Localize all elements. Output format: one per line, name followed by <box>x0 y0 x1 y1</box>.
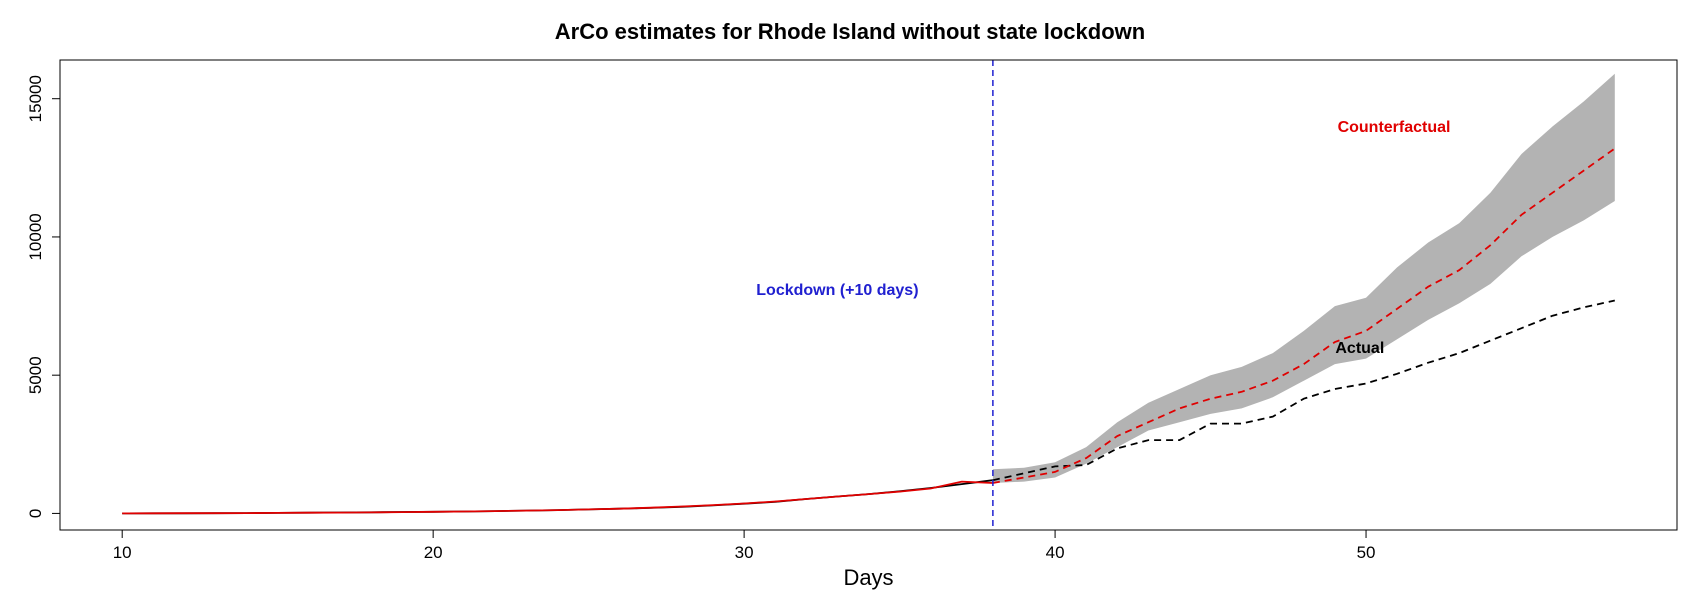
annotation-layer: Lockdown (+10 days) Counterfactual Actual <box>756 119 1450 357</box>
actual-pre-line <box>122 479 994 515</box>
x-tick-label: 20 <box>424 543 443 562</box>
y-tick-label: 5000 <box>26 356 45 394</box>
lockdown-annotation: Lockdown (+10 days) <box>756 282 918 299</box>
counterfactual-post-line <box>992 147 1616 484</box>
counterfactual-pre-line <box>122 480 993 515</box>
x-tick-label: 50 <box>1357 543 1376 562</box>
plot-frame <box>59 59 1678 531</box>
y-axis: 0 5000 10000 15000 <box>26 75 60 518</box>
x-tick-label: 10 <box>113 543 132 562</box>
actual-post-line <box>992 299 1615 482</box>
y-tick-label: 0 <box>26 509 45 518</box>
y-tick-label: 10000 <box>26 213 45 260</box>
confidence-band-layer <box>992 73 1615 484</box>
x-tick-label: 40 <box>1046 543 1065 562</box>
confidence-band <box>992 73 1615 484</box>
x-axis-label: Days <box>843 565 893 590</box>
y-tick-label: 15000 <box>26 75 45 122</box>
x-tick-label: 30 <box>735 543 754 562</box>
series-layer <box>122 147 1616 515</box>
x-axis: 10 20 30 40 50 <box>113 530 1376 562</box>
counterfactual-annotation: Counterfactual <box>1338 119 1451 136</box>
chart-title: ArCo estimates for Rhode Island without … <box>555 19 1145 44</box>
actual-annotation: Actual <box>1335 340 1384 357</box>
